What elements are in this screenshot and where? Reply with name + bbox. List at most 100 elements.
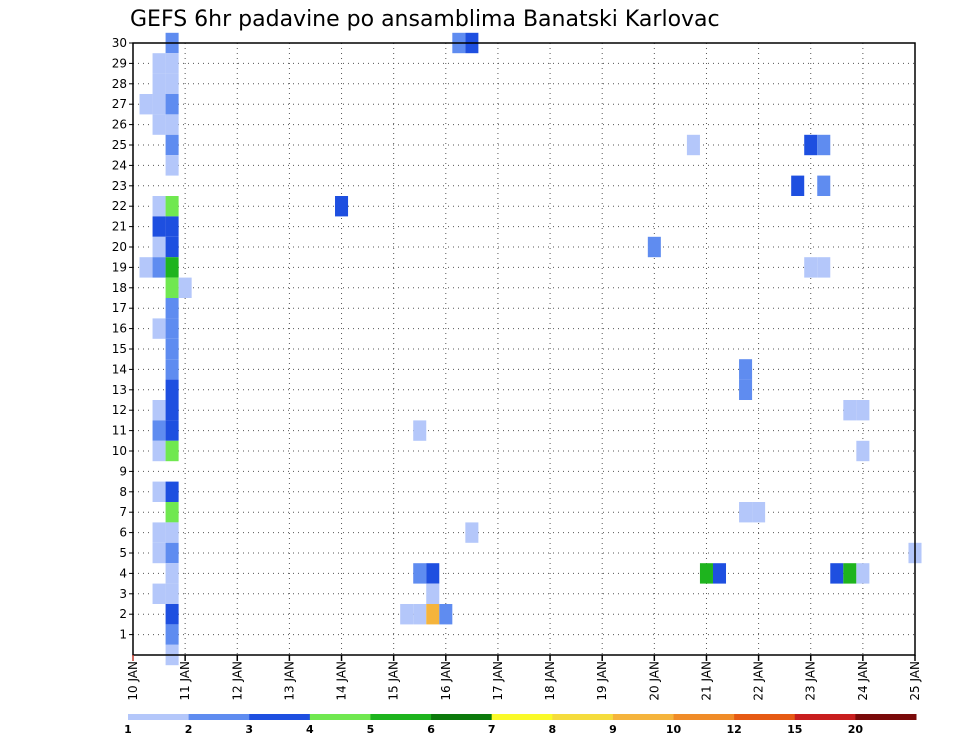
data-cell (413, 563, 427, 584)
y-tick-label: 28 (112, 77, 127, 91)
legend-swatch (552, 714, 614, 720)
legend-label: 20 (848, 723, 864, 736)
data-cell (165, 624, 179, 645)
data-cell (165, 114, 179, 135)
data-cell (152, 522, 166, 543)
legend-swatch (794, 714, 856, 720)
data-cell (152, 400, 166, 421)
y-tick-label: 1 (119, 628, 127, 642)
y-tick-label: 22 (112, 199, 127, 213)
y-axis: 1234567891011121314151617181920212223242… (112, 36, 133, 642)
data-cell (152, 420, 166, 441)
data-cell (426, 583, 440, 604)
legend-label: 6 (427, 723, 435, 736)
data-cell (165, 73, 179, 94)
data-cell (152, 196, 166, 217)
y-tick-label: 21 (112, 220, 127, 234)
legend-label: 1 (124, 723, 132, 736)
data-cell (413, 420, 427, 441)
data-cell (152, 73, 166, 94)
y-tick-label: 23 (112, 179, 127, 193)
data-cell (152, 583, 166, 604)
data-cells (139, 32, 922, 666)
data-cell (165, 359, 179, 380)
data-cell (426, 604, 440, 625)
data-cell (165, 400, 179, 421)
x-tick-label: 18 JAN (543, 661, 557, 701)
data-cell (165, 502, 179, 523)
data-cell (752, 502, 766, 523)
legend-label: 5 (367, 723, 375, 736)
data-cell (413, 604, 427, 625)
data-cell (165, 196, 179, 217)
grid (133, 43, 915, 655)
data-cell (152, 94, 166, 115)
data-cell (165, 604, 179, 625)
y-tick-label: 16 (112, 322, 127, 336)
data-cell (165, 338, 179, 360)
y-tick-label: 25 (112, 138, 127, 152)
legend-swatch (370, 714, 432, 720)
data-cell (152, 236, 166, 258)
data-cell (699, 563, 713, 584)
legend-swatch (734, 714, 796, 720)
legend-label: 8 (548, 723, 556, 736)
data-cell (686, 134, 700, 156)
x-tick-label: 14 JAN (335, 661, 349, 701)
y-tick-label: 15 (112, 342, 127, 356)
x-tick-label: 17 JAN (491, 661, 505, 701)
data-cell (843, 563, 857, 584)
legend-swatch (188, 714, 250, 720)
legend-swatch (612, 714, 675, 720)
data-cell (152, 318, 166, 339)
data-cell (152, 542, 166, 564)
legend-swatch (249, 714, 311, 720)
data-cell (335, 196, 349, 217)
data-cell (152, 53, 166, 74)
x-tick-label: 16 JAN (439, 661, 453, 701)
data-cell (139, 257, 153, 278)
legend-swatch (673, 714, 735, 720)
x-tick-label: 11 JAN (178, 661, 192, 701)
data-cell (712, 563, 727, 584)
data-cell (165, 522, 179, 543)
data-cell (152, 440, 166, 462)
data-cell (165, 440, 179, 462)
y-tick-label: 3 (119, 587, 127, 601)
data-cell (830, 563, 844, 584)
data-cell (165, 563, 179, 584)
y-tick-label: 30 (112, 36, 127, 50)
y-tick-label: 4 (119, 566, 127, 580)
data-cell (739, 379, 753, 400)
data-cell (165, 134, 179, 156)
data-cell (843, 400, 857, 421)
legend-label: 9 (609, 723, 617, 736)
data-cell (856, 440, 870, 462)
y-tick-label: 18 (112, 281, 127, 295)
data-cell (804, 257, 818, 278)
legend-swatch (491, 714, 553, 720)
legend-label: 2 (185, 723, 193, 736)
y-tick-label: 5 (119, 546, 127, 560)
legend-swatch (855, 714, 917, 720)
data-cell (165, 379, 179, 400)
y-tick-label: 13 (112, 383, 127, 397)
y-tick-label: 24 (112, 158, 127, 172)
y-tick-label: 11 (112, 424, 127, 438)
data-cell (165, 542, 179, 564)
y-tick-label: 9 (119, 464, 127, 478)
data-cell (165, 583, 179, 604)
legend-swatch (431, 714, 493, 720)
data-cell (426, 563, 440, 584)
data-cell (817, 134, 831, 156)
data-cell (165, 155, 179, 176)
data-cell (165, 277, 179, 298)
y-tick-label: 12 (112, 403, 127, 417)
y-tick-label: 6 (119, 526, 127, 540)
data-cell (439, 604, 453, 625)
data-cell (647, 236, 661, 258)
x-tick-label: 13 JAN (282, 661, 296, 701)
legend-swatch (309, 714, 371, 720)
data-cell (165, 298, 179, 319)
